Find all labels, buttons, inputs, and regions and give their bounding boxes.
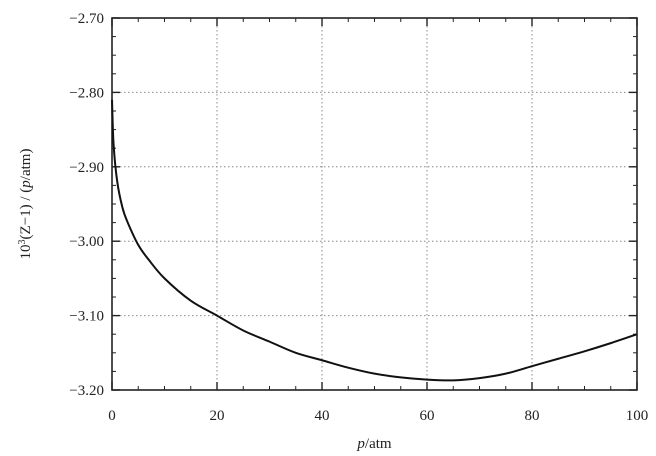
y-axis-title-middle: (Z−1) / ( <box>18 188 34 240</box>
x-tick-label: 100 <box>626 408 649 424</box>
y-tick-label: −2.90 <box>69 160 104 176</box>
x-axis-title-symbol: p <box>356 436 365 452</box>
y-tick-label: −2.80 <box>69 85 104 101</box>
tick-labels: 0 20 40 60 80 100 −2.70 −2.80 −2.90 −3.00 −3.10 −3.… <box>69 11 648 424</box>
x-axis-title-unit: /atm <box>365 436 392 452</box>
x-tick-label: 80 <box>525 408 540 424</box>
plot-frame <box>111 17 638 391</box>
y-axis-title: 103(Z−1) / (p/atm) <box>17 149 35 260</box>
y-tick-label: −3.20 <box>69 383 104 399</box>
y-axis-title-symbol: p <box>18 180 34 189</box>
axis-ticks <box>111 17 638 391</box>
y-axis-title-prefix: 10 <box>18 244 34 259</box>
x-tick-label: 40 <box>315 408 330 424</box>
y-tick-label: −3.10 <box>69 309 104 325</box>
y-tick-label: −2.70 <box>69 11 104 27</box>
grid <box>112 18 637 390</box>
x-tick-label: 20 <box>210 408 225 424</box>
y-tick-label: −3.00 <box>69 234 104 250</box>
x-axis-title: p/atm <box>356 436 391 452</box>
x-tick-label: 0 <box>108 408 116 424</box>
x-tick-label: 60 <box>420 408 435 424</box>
series-line <box>111 99 638 382</box>
y-axis-title-end: /atm) <box>18 149 34 181</box>
y-axis-title-exponent: 3 <box>17 239 28 244</box>
